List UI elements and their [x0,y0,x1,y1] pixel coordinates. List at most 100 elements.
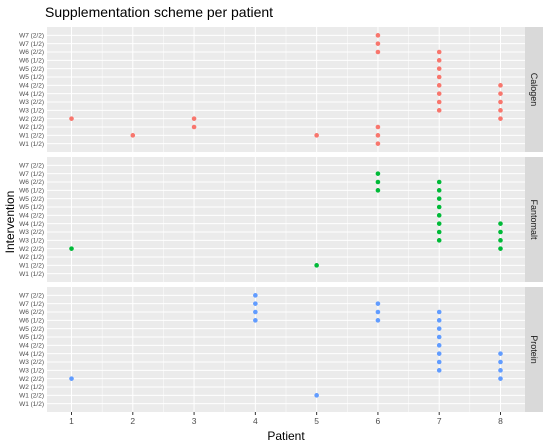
data-point [375,188,381,193]
y-tick-label: W2 (1/2) [19,384,44,391]
data-point [436,99,442,105]
facet-panels: W1 (1/2)W1 (2/2)W2 (1/2)W2 (2/2)W3 (1/2)… [19,27,543,412]
x-tick-label: 7 [437,416,442,426]
y-tick-label: W2 (2/2) [19,376,44,383]
data-point [69,116,74,121]
data-point [498,368,503,373]
data-point [498,91,503,96]
data-point [436,58,442,63]
data-point [375,318,381,323]
y-tick-label: W7 (2/2) [19,33,44,40]
facet-strip-label: Fantomalt [529,199,539,240]
data-point [436,318,442,323]
data-point [436,326,442,331]
x-axis-title: Patient [267,429,305,443]
data-point [436,49,442,55]
y-tick-label: W7 (1/2) [19,171,44,178]
data-point [436,334,442,340]
y-tick-label: W3 (2/2) [19,359,44,366]
y-tick-label: W1 (1/2) [19,141,44,148]
y-tick-label: W7 (2/2) [19,293,44,300]
data-point [436,213,442,218]
data-point [436,359,442,365]
data-point [69,246,74,251]
facet-strip-label: Calogen [529,73,539,107]
x-tick-label: 3 [192,416,197,426]
facet-strip [525,27,543,152]
data-point [375,49,381,55]
data-point [436,108,442,113]
y-tick-label: W7 (1/2) [19,301,44,308]
data-point [436,196,442,201]
y-tick-label: W6 (1/2) [19,58,44,65]
x-tick-label: 8 [498,416,503,426]
x-tick-label: 5 [314,416,319,426]
y-tick-label: W1 (1/2) [19,401,44,408]
facet-panel-protein: W1 (1/2)W1 (2/2) W2 (1/2)W2 (2/2)W3 (1/2)… [19,287,543,412]
y-tick-label: W3 (1/2) [19,108,44,115]
y-tick-label: W6 (2/2) [19,309,44,316]
y-tick-label: W4 (1/2) [19,91,44,98]
data-point [436,204,442,210]
x-tick-label: 6 [376,416,381,426]
y-tick-label: W3 (2/2) [19,99,44,106]
data-point [375,309,381,315]
data-point [253,301,258,306]
x-tick-label: 4 [253,416,258,426]
data-point [436,91,442,96]
facet-strip-label: Protein [529,335,539,364]
data-point [436,74,442,80]
data-point [253,309,258,315]
data-point [130,133,136,138]
data-point [436,343,442,348]
data-point [436,66,442,71]
data-point [314,263,319,268]
y-tick-label: W1 (2/2) [19,393,44,400]
chart-title: Supplementation scheme per patient [45,4,273,20]
y-tick-label: W5 (1/2) [19,74,44,81]
y-tick-label: W3 (2/2) [19,229,44,236]
facet-panel-fantomalt: W1 (1/2)W1 (2/2) W2 (1/2)W2 (2/2)W3 (1/2)… [19,157,543,282]
data-point [314,133,319,138]
data-point [436,309,442,315]
data-point [375,133,381,138]
data-point [436,188,442,193]
data-point [436,229,442,235]
data-point [498,238,503,243]
data-point [253,293,258,298]
data-point [436,368,442,373]
y-tick-label: W4 (1/2) [19,221,44,228]
y-tick-label: W5 (2/2) [19,326,44,333]
data-point [498,229,503,235]
y-tick-label: W6 (2/2) [19,179,44,186]
y-tick-label: W2 (2/2) [19,116,44,123]
y-tick-label: W7 (1/2) [19,41,44,48]
data-point [498,99,503,105]
facet-strip [525,157,543,282]
data-point [498,116,503,121]
y-tick-label: W1 (2/2) [19,263,44,270]
y-tick-label: W6 (1/2) [19,188,44,195]
data-point [191,116,197,121]
data-point [375,179,381,185]
y-tick-label: W2 (1/2) [19,254,44,261]
y-tick-label: W1 (1/2) [19,271,44,278]
data-point [191,124,197,130]
facet-strip [525,287,543,412]
data-point [498,351,503,356]
data-point [436,238,442,243]
data-point [375,171,381,176]
data-point [375,41,381,46]
data-point [253,318,258,323]
y-tick-label: W5 (2/2) [19,66,44,73]
data-point [498,108,503,113]
y-tick-label: W5 (2/2) [19,196,44,203]
y-tick-label: W4 (2/2) [19,83,44,90]
x-tick-label: 2 [130,416,135,426]
data-point [375,124,381,130]
y-tick-label: W4 (2/2) [19,343,44,350]
y-tick-label: W7 (2/2) [19,163,44,170]
data-point [498,83,503,88]
y-tick-label: W5 (1/2) [19,204,44,211]
